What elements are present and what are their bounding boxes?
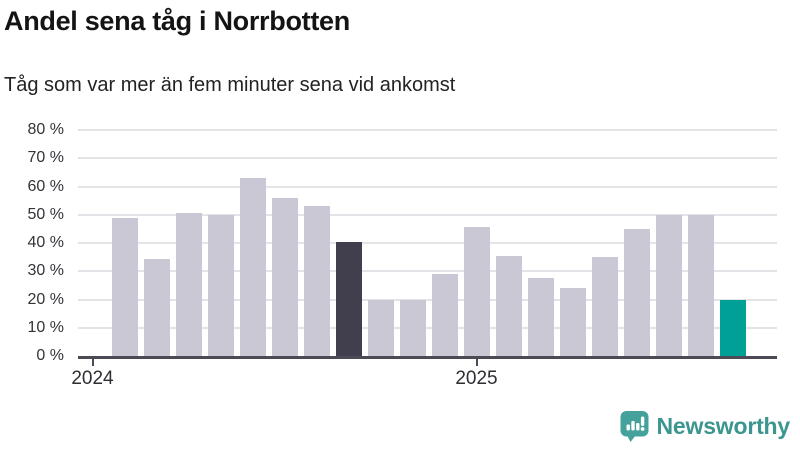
bar-2024-08 bbox=[303, 206, 330, 356]
bar-2025-04 bbox=[559, 288, 586, 356]
y-axis-tick-label: 80 % bbox=[27, 121, 64, 138]
chart-header: Andel sena tåg i Norrbotten Tåg som var … bbox=[4, 0, 455, 96]
x-axis-line bbox=[78, 356, 777, 359]
y-axis-tick-label: 30 % bbox=[27, 262, 64, 280]
y-axis-tick-label: 50 % bbox=[27, 205, 64, 223]
y-axis-tick-label: 60 % bbox=[27, 177, 64, 195]
x-axis-tick-2025 bbox=[475, 359, 478, 366]
y-axis-tick-label: 10 % bbox=[27, 318, 64, 336]
bar-2025-01 bbox=[463, 227, 490, 356]
chart-subtitle: Tåg som var mer än fem minuter sena vid … bbox=[4, 74, 456, 96]
gridline-40% bbox=[78, 242, 777, 244]
bar-2024-10 bbox=[367, 299, 394, 356]
gridline-10% bbox=[78, 326, 777, 329]
bar-2025-07 bbox=[655, 214, 682, 356]
gridline-20% bbox=[78, 298, 777, 301]
bar-2024-09 bbox=[335, 241, 362, 356]
bar-2024-06 bbox=[239, 178, 266, 356]
bar-2024-04 bbox=[175, 213, 202, 356]
x-axis-tick-label-2024: 2024 bbox=[71, 368, 114, 389]
newsworthy-logo: Newsworthy bbox=[620, 410, 790, 442]
bar-2024-07 bbox=[271, 197, 298, 356]
bar-2025-08 bbox=[687, 214, 714, 356]
newsworthy-wordmark: Newsworthy bbox=[656, 412, 791, 439]
bar-2025-05 bbox=[591, 257, 618, 356]
gridline-50% bbox=[78, 213, 777, 216]
gridline-80% bbox=[78, 129, 777, 131]
chart-title: Andel sena tåg i Norrbotten bbox=[4, 6, 350, 36]
gridline-70% bbox=[78, 157, 777, 160]
bar-2025-03 bbox=[527, 278, 554, 356]
gridline-30% bbox=[78, 270, 777, 273]
bar-2025-02 bbox=[495, 255, 522, 356]
y-axis-tick-label: 70 % bbox=[27, 149, 64, 167]
bar-2024-03 bbox=[143, 258, 170, 356]
bar-2025-06 bbox=[623, 228, 650, 356]
x-axis-tick-2024 bbox=[91, 359, 94, 366]
bar-2024-12 bbox=[431, 274, 458, 356]
gridline-60% bbox=[78, 185, 777, 188]
x-axis-tick-label-2025: 2025 bbox=[455, 368, 498, 389]
bar-2025-09 bbox=[719, 299, 746, 356]
bar-2024-11 bbox=[399, 299, 426, 356]
newsworthy-speech-bubble-bars-icon bbox=[620, 410, 650, 442]
y-axis-tick-label: 0 % bbox=[36, 347, 64, 364]
y-axis-tick-label: 20 % bbox=[27, 290, 64, 308]
y-axis-tick-label: 40 % bbox=[27, 234, 64, 251]
bar-2024-05 bbox=[207, 214, 234, 356]
bar-2024-02 bbox=[111, 217, 138, 356]
